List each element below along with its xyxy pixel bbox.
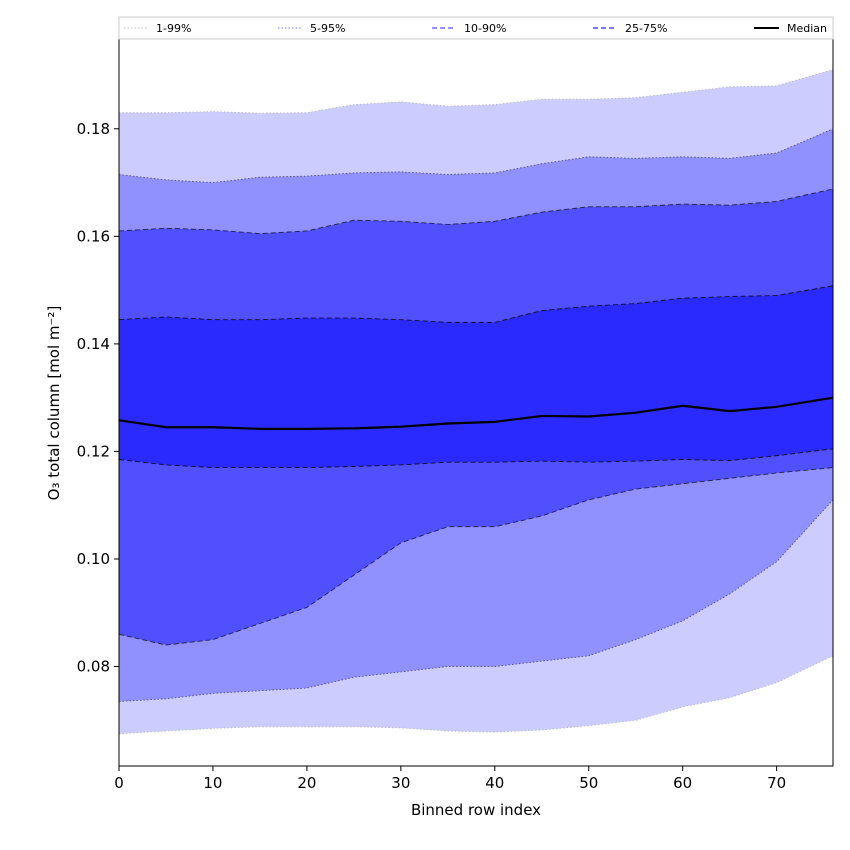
x-axis-label: Binned row index [411, 801, 541, 819]
x-tick-label: 50 [579, 774, 598, 792]
band-25-75%-lower-line [118, 448, 834, 469]
band-1-99%-upper-line [119, 69, 834, 114]
axes: 0 10 20 30 40 50 60 70 0.08 0.10 0.12 0.14 0.16 0.18 [77, 38, 834, 792]
x-tick-label: 30 [391, 774, 410, 792]
y-tick-label: 0.16 [77, 227, 110, 245]
band-5-95%-lower-line [118, 499, 834, 702]
x-tick-label: 40 [485, 774, 504, 792]
y-tick-label: 0.10 [77, 550, 110, 568]
legend-label-25-75%: 25-75% [625, 22, 667, 35]
band-25-75% [119, 285, 833, 468]
y-tick-label: 0.08 [77, 658, 110, 676]
y-tick-label: 0.14 [77, 335, 110, 353]
x-tick-label: 10 [203, 774, 222, 792]
band-10-90%-upper-line [118, 188, 834, 235]
legend-label-10-90%: 10-90% [464, 22, 506, 35]
legend-label-median: Median [787, 22, 827, 35]
band-25-75%-upper-line [118, 285, 834, 323]
legend-box [118, 16, 834, 40]
legend-label-5-95%: 5-95% [310, 22, 345, 35]
legend: 1-99% 5-95% 10-90% 25-75% Median [118, 16, 834, 40]
x-tick-label: 20 [297, 774, 316, 792]
percentile-bands [118, 69, 834, 735]
y-axis-label: O₃ total column [mol m⁻²] [45, 306, 63, 501]
median-layer [118, 396, 834, 430]
x-tick-label: 0 [114, 774, 124, 792]
legend-label-1-99%: 1-99% [156, 22, 191, 35]
median-line [118, 396, 834, 430]
x-tick-label: 70 [767, 774, 786, 792]
x-tick-label: 60 [673, 774, 692, 792]
y-tick-label: 0.12 [77, 442, 110, 460]
band-10-90%-lower-line [118, 467, 834, 646]
y-tick-label: 0.18 [77, 120, 110, 138]
